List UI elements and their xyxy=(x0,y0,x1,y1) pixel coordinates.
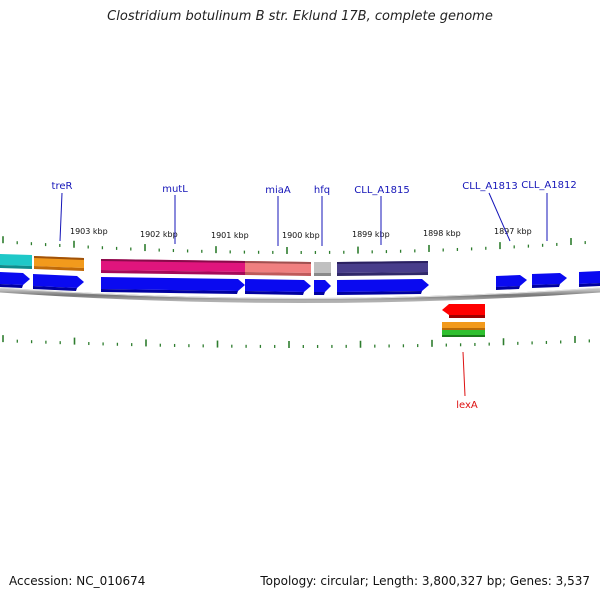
cds-arrow-treR[interactable] xyxy=(33,274,84,288)
cds-arrow-right-edge-shade xyxy=(579,283,600,287)
scale-label-1900-kbp: 1900 kbp xyxy=(282,231,320,240)
scale-label-1897-kbp: 1897 kbp xyxy=(494,227,532,236)
feature-bar-treR-top xyxy=(34,256,84,260)
gene-label-hfq[interactable]: hfq xyxy=(314,185,330,196)
cds-arrow-hfq-shade xyxy=(314,292,325,295)
gene-label-treR[interactable]: treR xyxy=(52,181,73,192)
feature-bar-CLL_A1815[interactable] xyxy=(337,261,428,273)
genome-summary-text: Topology: circular; Length: 3,800,327 bp… xyxy=(260,574,590,588)
cds-arrow-1[interactable] xyxy=(0,272,30,285)
leader-treR xyxy=(59,192,63,242)
cds-arrow-right-edge[interactable] xyxy=(579,271,600,284)
feature-bar-cyan[interactable] xyxy=(0,254,32,266)
feature-bar-lexA-orange-shade xyxy=(442,328,485,330)
scale-label-1902-kbp: 1902 kbp xyxy=(140,230,178,239)
feature-bar-CLL_A1815-shade xyxy=(337,272,428,276)
cds-arrow-mutL-shade xyxy=(101,289,238,294)
scale-label-1901-kbp: 1901 kbp xyxy=(211,231,249,240)
feature-bar-CLL_A1815-top xyxy=(337,261,428,264)
gene-label-mutL[interactable]: mutL xyxy=(162,184,188,195)
feature-bar-hfq[interactable] xyxy=(314,262,331,273)
feature-bar-mutL-top xyxy=(101,259,245,263)
scale-ticks-inner xyxy=(2,335,590,348)
gene-label-leaders xyxy=(59,192,548,246)
cds-arrow-1-shade xyxy=(0,284,23,288)
cds-arrows-forward xyxy=(0,271,600,295)
genome-backbone xyxy=(0,287,600,303)
scale-label-1899-kbp: 1899 kbp xyxy=(352,230,390,239)
scale-ticks-outer xyxy=(2,236,586,254)
genome-backbone-highlight xyxy=(0,287,600,299)
feature-bars-forward xyxy=(0,254,428,276)
features-reverse xyxy=(442,304,485,337)
gene-label-CLL_A1813[interactable]: CLL_A1813 xyxy=(462,181,517,192)
genome-title: Clostridium botulinum B str. Eklund 17B,… xyxy=(107,9,493,24)
feature-bar-hfq-shade xyxy=(314,273,331,276)
cds-arrow-treR-shade xyxy=(33,286,77,291)
feature-bar-lexA-orange[interactable] xyxy=(442,322,485,328)
cds-arrow-CLL_A1813[interactable] xyxy=(496,275,527,287)
feature-bar-miaA[interactable] xyxy=(245,261,311,273)
feature-bar-treR-shade xyxy=(34,266,84,271)
cds-arrow-CLL_A1812-shade xyxy=(532,284,560,288)
gene-label-miaA[interactable]: miaA xyxy=(265,185,291,196)
cds-arrow-miaA[interactable] xyxy=(245,279,311,292)
gene-label-CLL_A1815[interactable]: CLL_A1815 xyxy=(354,185,409,196)
feature-bar-miaA-top xyxy=(245,261,311,264)
cds-arrow-CLL_A1815[interactable] xyxy=(337,279,429,292)
gene-label-CLL_A1812[interactable]: CLL_A1812 xyxy=(521,180,576,191)
scale-label-1903-kbp: 1903 kbp xyxy=(70,227,108,236)
feature-bar-lexA-green[interactable] xyxy=(442,330,485,335)
feature-bar-miaA-shade xyxy=(245,272,311,276)
cds-arrow-CLL_A1815-shade xyxy=(337,291,422,295)
leader-CLL_A1813 xyxy=(488,192,511,242)
gene-labels: treR mutL miaA hfq CLL_A1815 CLL_A1813 C… xyxy=(52,180,577,196)
cds-arrow-CLL_A1813-shade xyxy=(496,286,520,290)
scale-labels: 1903 kbp 1902 kbp 1901 kbp 1900 kbp 1899… xyxy=(70,227,532,240)
leader-lexA xyxy=(462,351,466,397)
cds-arrow-miaA-shade xyxy=(245,291,304,295)
gene-label-lexA[interactable]: lexA xyxy=(456,400,478,411)
feature-bar-mutL-shade xyxy=(101,270,245,275)
cds-arrow-lexA-shade xyxy=(449,315,485,318)
feature-bar-lexA-green-shade xyxy=(442,335,485,337)
cds-arrow-mutL[interactable] xyxy=(101,277,245,291)
cds-arrow-hfq[interactable] xyxy=(314,280,331,292)
cds-arrow-lexA[interactable] xyxy=(442,304,485,315)
accession-text: Accession: NC_010674 xyxy=(9,574,146,588)
feature-bar-cyan-shade xyxy=(0,265,32,269)
scale-label-1898-kbp: 1898 kbp xyxy=(423,229,461,238)
cds-arrow-CLL_A1812[interactable] xyxy=(532,273,567,285)
